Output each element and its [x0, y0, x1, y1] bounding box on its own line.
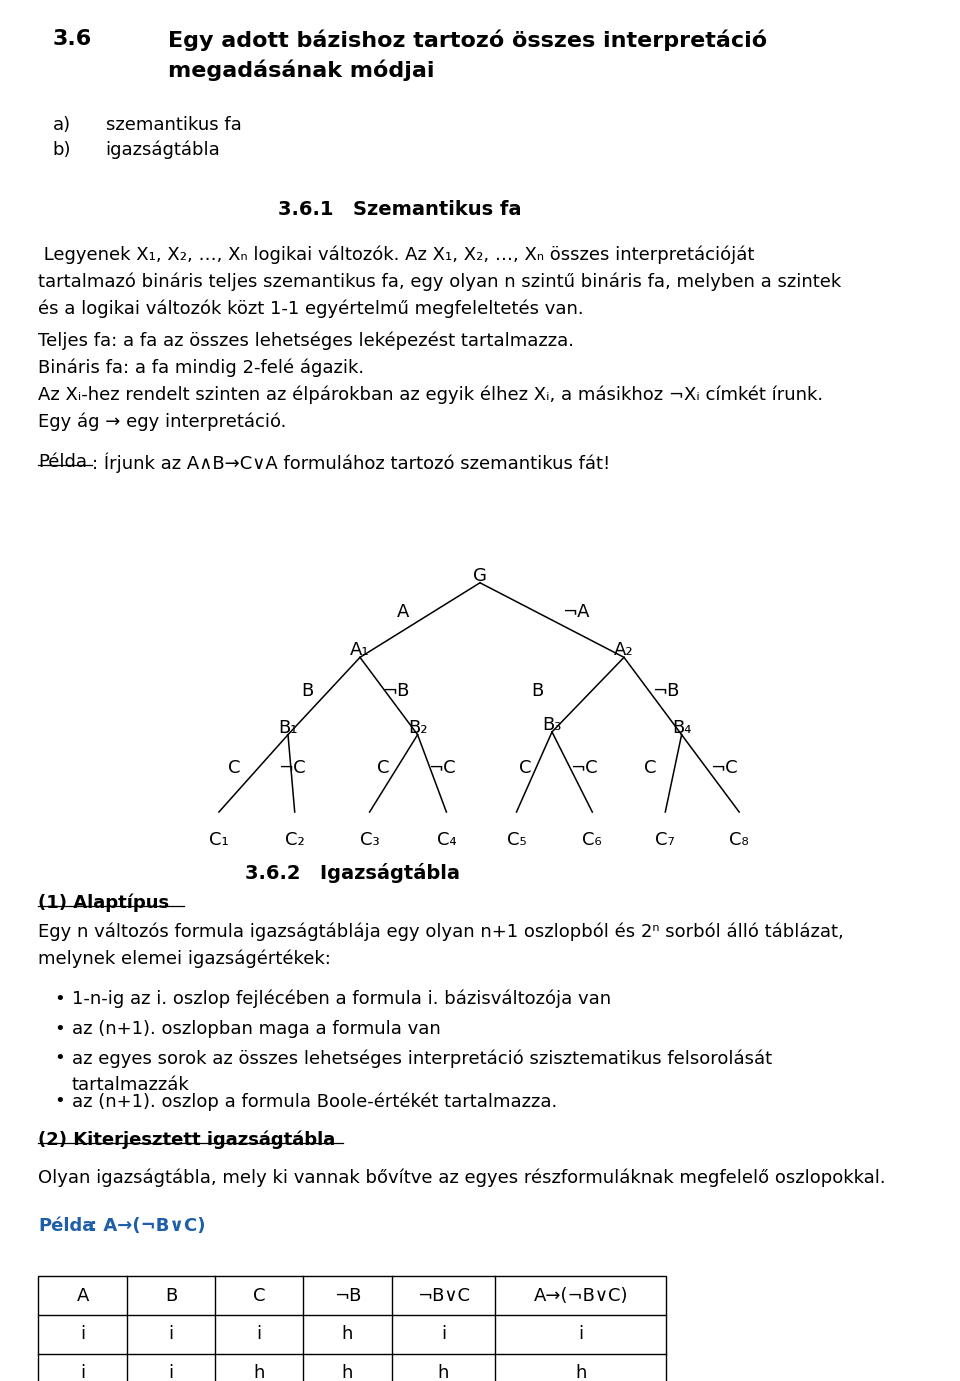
Text: az egyes sorok az összes lehetséges interpretáció szisztematikus felsorolását: az egyes sorok az összes lehetséges inte…	[72, 1050, 772, 1068]
Text: megadásának módjai: megadásának módjai	[168, 59, 435, 81]
Text: Példa: Példa	[38, 1217, 95, 1235]
Text: B: B	[532, 681, 543, 700]
Text: C₆: C₆	[583, 830, 602, 849]
Text: Egy n változós formula igazságtáblája egy olyan n+1 oszlopból és 2ⁿ sorból álló : Egy n változós formula igazságtáblája eg…	[38, 923, 844, 940]
Text: C: C	[376, 758, 390, 778]
Text: B₃: B₃	[542, 715, 562, 735]
Text: A₁: A₁	[350, 641, 370, 660]
Text: B: B	[301, 681, 313, 700]
Text: B₄: B₄	[672, 718, 691, 737]
Text: i: i	[168, 1364, 174, 1381]
Text: 3.6: 3.6	[53, 29, 92, 48]
Text: i: i	[80, 1326, 85, 1344]
Text: A₂: A₂	[614, 641, 634, 660]
Text: 1-n-ig az i. oszlop fejlécében a formula i. bázisváltozója van: 1-n-ig az i. oszlop fejlécében a formula…	[72, 990, 612, 1008]
Text: Példa: Példa	[38, 453, 87, 471]
Text: ¬C: ¬C	[710, 758, 737, 778]
Text: ¬B: ¬B	[382, 681, 409, 700]
Text: C₃: C₃	[360, 830, 379, 849]
Text: Legyenek X₁, X₂, …, Xₙ logikai változók. Az X₁, X₂, …, Xₙ összes interpretációjá: Legyenek X₁, X₂, …, Xₙ logikai változók.…	[38, 246, 755, 264]
Text: ¬B: ¬B	[652, 681, 679, 700]
Text: tartalmazzák: tartalmazzák	[72, 1076, 190, 1094]
Text: h: h	[342, 1326, 353, 1344]
Text: (1) Alaptípus: (1) Alaptípus	[38, 894, 170, 911]
Text: igazságtábla: igazságtábla	[106, 141, 221, 159]
Text: ¬C: ¬C	[570, 758, 597, 778]
Text: C₂: C₂	[285, 830, 304, 849]
Text: Egy ág → egy interpretáció.: Egy ág → egy interpretáció.	[38, 412, 287, 431]
Text: A→(¬B∨C): A→(¬B∨C)	[534, 1287, 628, 1305]
Text: C₇: C₇	[656, 830, 675, 849]
Text: C: C	[228, 758, 241, 778]
Text: C₈: C₈	[730, 830, 749, 849]
Text: ¬B∨C: ¬B∨C	[417, 1287, 470, 1305]
Text: Az Xᵢ-hez rendelt szinten az élpárokban az egyik élhez Xᵢ, a másikhoz ¬Xᵢ címkét: Az Xᵢ-hez rendelt szinten az élpárokban …	[38, 385, 824, 403]
Text: h: h	[575, 1364, 587, 1381]
Text: C₁: C₁	[209, 830, 228, 849]
Text: ¬C: ¬C	[278, 758, 305, 778]
Text: C: C	[643, 758, 657, 778]
Text: C₄: C₄	[437, 830, 456, 849]
Text: 3.6.2 Igazságtábla: 3.6.2 Igazságtábla	[245, 863, 460, 882]
Text: A: A	[397, 602, 409, 621]
Bar	[38, 1276, 666, 1381]
Text: i: i	[441, 1326, 446, 1344]
Text: szemantikus fa: szemantikus fa	[106, 116, 241, 134]
Text: B₂: B₂	[408, 718, 427, 737]
Text: tartalmazó bináris teljes szemantikus fa, egy olyan n szintű bináris fa, melyben: tartalmazó bináris teljes szemantikus fa…	[38, 273, 842, 291]
Text: (2) Kiterjesztett igazságtábla: (2) Kiterjesztett igazságtábla	[38, 1131, 336, 1149]
Text: i: i	[80, 1364, 85, 1381]
Text: C₅: C₅	[507, 830, 526, 849]
Text: •: •	[55, 990, 65, 1008]
Text: és a logikai változók közt 1-1 egyértelmű megfeleltetés van.: és a logikai változók közt 1-1 egyértelm…	[38, 300, 584, 318]
Text: b): b)	[53, 141, 71, 159]
Text: ¬C: ¬C	[428, 758, 455, 778]
Text: 3.6.1 Szemantikus fa: 3.6.1 Szemantikus fa	[278, 200, 522, 220]
Text: i: i	[168, 1326, 174, 1344]
Text: B: B	[165, 1287, 177, 1305]
Text: : A→(¬B∨C): : A→(¬B∨C)	[90, 1217, 205, 1235]
Text: a): a)	[53, 116, 71, 134]
Text: Egy adott bázishoz tartozó összes interpretáció: Egy adott bázishoz tartozó összes interp…	[168, 29, 767, 51]
Text: C: C	[518, 758, 532, 778]
Text: B₁: B₁	[278, 718, 298, 737]
Text: Teljes fa: a fa az összes lehetséges leképezést tartalmazza.: Teljes fa: a fa az összes lehetséges lek…	[38, 331, 574, 349]
Text: az (n+1). oszlopban maga a formula van: az (n+1). oszlopban maga a formula van	[72, 1019, 441, 1037]
Text: •: •	[55, 1019, 65, 1037]
Text: i: i	[578, 1326, 584, 1344]
Text: ¬B: ¬B	[334, 1287, 361, 1305]
Text: h: h	[342, 1364, 353, 1381]
Text: A: A	[77, 1287, 88, 1305]
Text: h: h	[253, 1364, 265, 1381]
Text: •: •	[55, 1092, 65, 1110]
Text: •: •	[55, 1050, 65, 1068]
Text: : Írjunk az A∧B→C∨A formulához tartozó szemantikus fát!: : Írjunk az A∧B→C∨A formulához tartozó s…	[92, 453, 611, 474]
Text: az (n+1). oszlop a formula Boole-értékét tartalmazza.: az (n+1). oszlop a formula Boole-értékét…	[72, 1092, 557, 1110]
Text: melynek elemei igazságértékek:: melynek elemei igazságértékek:	[38, 950, 331, 968]
Text: i: i	[256, 1326, 262, 1344]
Text: ¬A: ¬A	[563, 602, 589, 621]
Text: h: h	[438, 1364, 449, 1381]
Text: G: G	[473, 566, 487, 586]
Text: Olyan igazságtábla, mely ki vannak bővítve az egyes részformuláknak megfelelő os: Olyan igazságtábla, mely ki vannak bővít…	[38, 1168, 886, 1188]
Text: Bináris fa: a fa mindig 2-felé ágazik.: Bináris fa: a fa mindig 2-felé ágazik.	[38, 358, 365, 377]
Text: C: C	[252, 1287, 266, 1305]
